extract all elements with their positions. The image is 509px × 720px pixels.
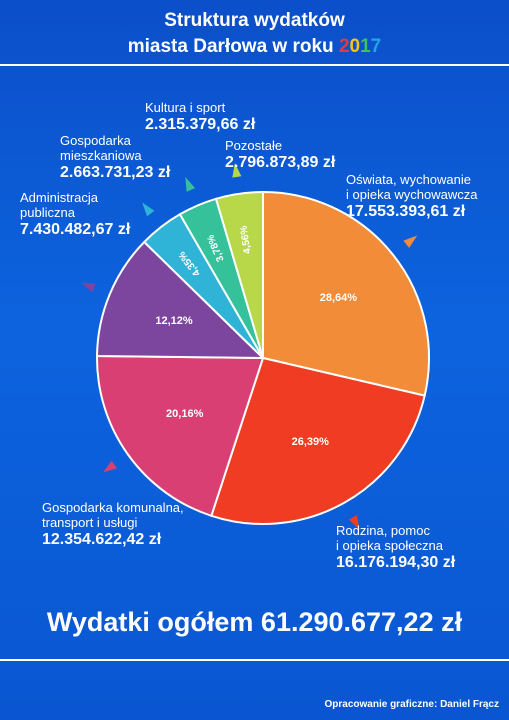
bottom-divider <box>0 659 509 661</box>
slice-label: Oświata, wychowanie i opieka wychowawcza 1… <box>346 172 478 222</box>
pie-slice <box>214 190 264 359</box>
slice-value: 2.663.731,23 zł <box>60 164 171 181</box>
slice-pointer <box>185 176 196 192</box>
pie-slice <box>95 240 266 360</box>
slice-category-name: Administracja <box>20 190 99 205</box>
slice-category-name: Gospodarka <box>60 133 131 148</box>
year-digit: 2 <box>338 36 350 57</box>
slice-label: Gospodarka mieszkaniowa 2.663.731,23 zł <box>60 133 170 183</box>
slice-pointer <box>348 515 360 530</box>
slice-pointer <box>81 282 96 293</box>
slice-label: Administracja publiczna 7.430.482,67 zł <box>20 190 130 240</box>
slice-value: 2.315.379,66 zł <box>145 116 256 133</box>
slice-value: 16.176.194,30 zł <box>336 554 456 571</box>
slice-category-name: mieszkaniowa <box>60 148 142 163</box>
slice-pointer <box>142 202 155 217</box>
slice-category-name: transport i usługi <box>42 515 138 530</box>
slice-percent-label: 26,39% <box>292 436 330 448</box>
slice-pointer <box>403 235 418 248</box>
title-year: 2017 <box>339 36 381 57</box>
year-digit: 0 <box>349 36 361 57</box>
slice-percent-label: 12,12% <box>155 315 193 327</box>
title-line-1: Struktura wydatków <box>164 10 345 31</box>
slice-pointer <box>102 460 117 473</box>
slice-value: 17.553.393,61 zł <box>346 203 466 220</box>
slice-category-name: Gospodarka komunalna, <box>42 500 184 515</box>
year-digit: 7 <box>370 36 382 57</box>
slice-category-name: i opieka społeczna <box>336 538 443 553</box>
slice-category-name: Pozostałe <box>225 138 283 153</box>
slice-category-name: Rodzina, pomoc <box>336 523 430 538</box>
pie-slice <box>96 355 265 518</box>
year-digit: 1 <box>360 36 371 57</box>
pie-slice <box>210 356 426 525</box>
slice-value: 7.430.482,67 zł <box>20 221 131 238</box>
slice-label: Kultura i sport 2.315.379,66 zł <box>145 100 255 135</box>
slice-label: Rodzina, pomoc i opieka społeczna 16.176.1… <box>336 523 455 573</box>
slice-category-name: Kultura i sport <box>145 100 226 115</box>
slice-label: Gospodarka komunalna, transport i usługi 1… <box>42 500 184 550</box>
slice-category-name: Oświata, wychowanie <box>346 172 471 187</box>
slice-percent-label: 4,56% <box>239 225 254 255</box>
slice-category-name: i opieka wychowawcza <box>346 187 478 202</box>
slice-value: 12.354.622,42 zł <box>42 531 162 548</box>
title-line-2: miasta Darłowa w roku <box>127 36 334 57</box>
slice-label: Pozostałe 2.796.873,89 zł <box>225 138 335 173</box>
total-expenses: Wydatki ogółem 61.290.677,22 zł <box>46 607 463 637</box>
slice-percent-label: 20,16% <box>166 408 204 420</box>
slice-value: 2.796.873,89 zł <box>225 154 336 171</box>
pie-slice <box>262 190 430 397</box>
slice-pointer <box>232 163 242 178</box>
page-title: Struktura wydatków miasta Darłowa w roku… <box>0 8 509 60</box>
top-divider <box>0 64 509 66</box>
graphic-credit: Opracowanie graficzne: Daniel Frącz <box>324 699 500 710</box>
slice-percent-label: 28,64% <box>320 292 358 304</box>
pie-chart: 28,64%26,39%20,16%12,12%4,35%3,78% 4,56% <box>81 163 430 530</box>
slice-category-name: publiczna <box>20 205 75 220</box>
